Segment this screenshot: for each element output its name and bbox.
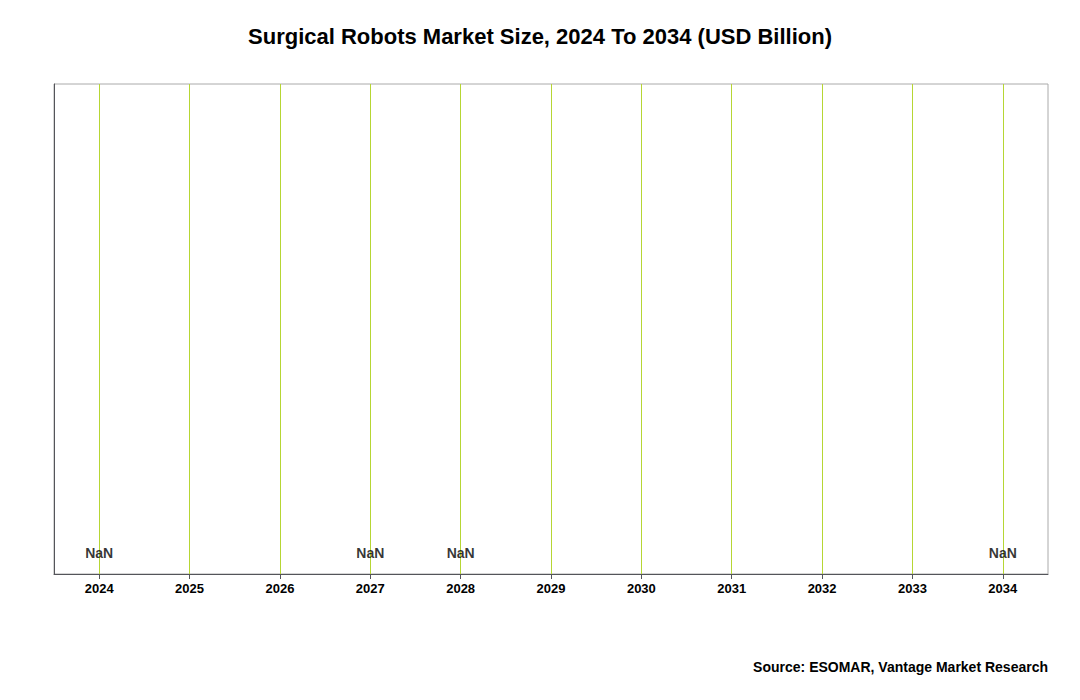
svg-text:Surgical Robots Market Size, 2: Surgical Robots Market Size, 2024 To 203… — [248, 24, 832, 49]
svg-text:2034: 2034 — [988, 581, 1018, 596]
svg-text:NaN: NaN — [85, 545, 113, 561]
svg-text:2030: 2030 — [627, 581, 656, 596]
svg-text:NaN: NaN — [989, 545, 1017, 561]
svg-text:2028: 2028 — [446, 581, 475, 596]
svg-text:NaN: NaN — [356, 545, 384, 561]
svg-text:2024: 2024 — [85, 581, 115, 596]
svg-text:Source: ESOMAR, Vantage Market: Source: ESOMAR, Vantage Market Research — [753, 659, 1048, 675]
svg-text:2025: 2025 — [175, 581, 204, 596]
svg-text:2026: 2026 — [265, 581, 294, 596]
svg-text:2029: 2029 — [537, 581, 566, 596]
svg-text:NaN: NaN — [447, 545, 475, 561]
svg-text:2032: 2032 — [808, 581, 837, 596]
svg-text:2031: 2031 — [717, 581, 746, 596]
svg-text:2033: 2033 — [898, 581, 927, 596]
svg-text:2027: 2027 — [356, 581, 385, 596]
